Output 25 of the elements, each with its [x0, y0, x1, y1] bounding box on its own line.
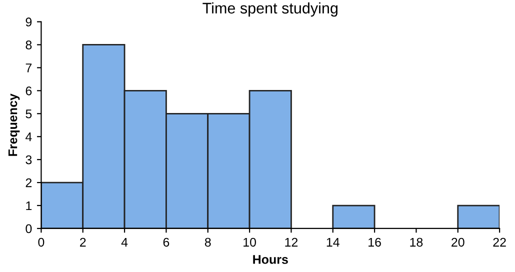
- y-tick-label: 4: [26, 132, 32, 142]
- chart-title: Time spent studying: [202, 2, 338, 17]
- x-tick-label: 16: [368, 238, 381, 247]
- x-tick-label: 14: [326, 238, 340, 247]
- x-tick-label: 20: [452, 238, 464, 247]
- x-tick-label: 6: [163, 238, 170, 247]
- x-tick-label: 22: [493, 238, 506, 247]
- x-tick-label: 12: [285, 238, 298, 247]
- y-tick-label: 9: [26, 18, 32, 26]
- x-tick-label: 8: [204, 238, 211, 247]
- y-tick-label: 8: [26, 40, 32, 50]
- x-tick-label: 0: [38, 238, 44, 247]
- y-tick-label: 7: [26, 64, 32, 72]
- y-axis-title: Frequency: [8, 94, 20, 156]
- y-tick-label: 1: [26, 201, 32, 210]
- y-tick-label: 3: [26, 155, 32, 164]
- y-tick-label: 0: [26, 224, 32, 234]
- x-tick-label: 18: [410, 238, 423, 247]
- x-axis-title: Hours: [253, 255, 288, 264]
- y-tick-label: 5: [26, 110, 32, 118]
- y-tick-label: 2: [26, 178, 32, 188]
- y-tick-label: 6: [26, 86, 32, 96]
- x-tick-label: 4: [121, 238, 128, 247]
- x-tick-label: 10: [244, 238, 256, 247]
- x-tick-label: 2: [80, 238, 86, 247]
